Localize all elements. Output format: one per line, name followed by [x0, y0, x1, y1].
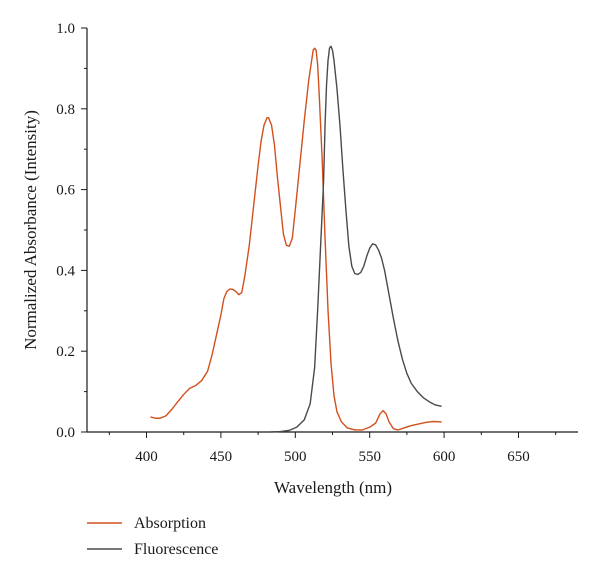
x-tick-label: 550 — [358, 449, 381, 465]
y-tick-label: 0.8 — [56, 102, 75, 118]
axes — [86, 28, 578, 433]
x-tick-label: 450 — [210, 449, 233, 465]
plot-series — [150, 45, 442, 433]
y-tick-label: 0.0 — [56, 425, 75, 441]
series-line-fluorescence — [269, 45, 442, 433]
y-tick-label: 1.0 — [56, 21, 75, 37]
legend-label-fluorescence: Fluorescence — [134, 541, 218, 558]
legend-label-absorption: Absorption — [134, 515, 206, 532]
series-line-absorption — [150, 47, 442, 431]
y-axis-title: Normalized Absorbance (Intensity) — [21, 110, 40, 350]
x-axis-title: Wavelength (nm) — [274, 478, 392, 497]
y-tick-label: 0.6 — [56, 183, 75, 199]
legend: Absorption Fluorescence — [87, 515, 218, 558]
x-tick-label: 500 — [284, 449, 307, 465]
x-tick-label: 400 — [135, 449, 158, 465]
y-tick-label: 0.2 — [56, 344, 75, 360]
y-ticks: 0.0 0.2 0.4 0.6 0.8 1.0 — [56, 21, 87, 441]
x-ticks: 400 450 500 550 600 650 — [108, 432, 557, 465]
x-tick-label: 600 — [433, 449, 456, 465]
x-tick-label: 650 — [507, 449, 530, 465]
y-tick-label: 0.4 — [56, 263, 75, 279]
